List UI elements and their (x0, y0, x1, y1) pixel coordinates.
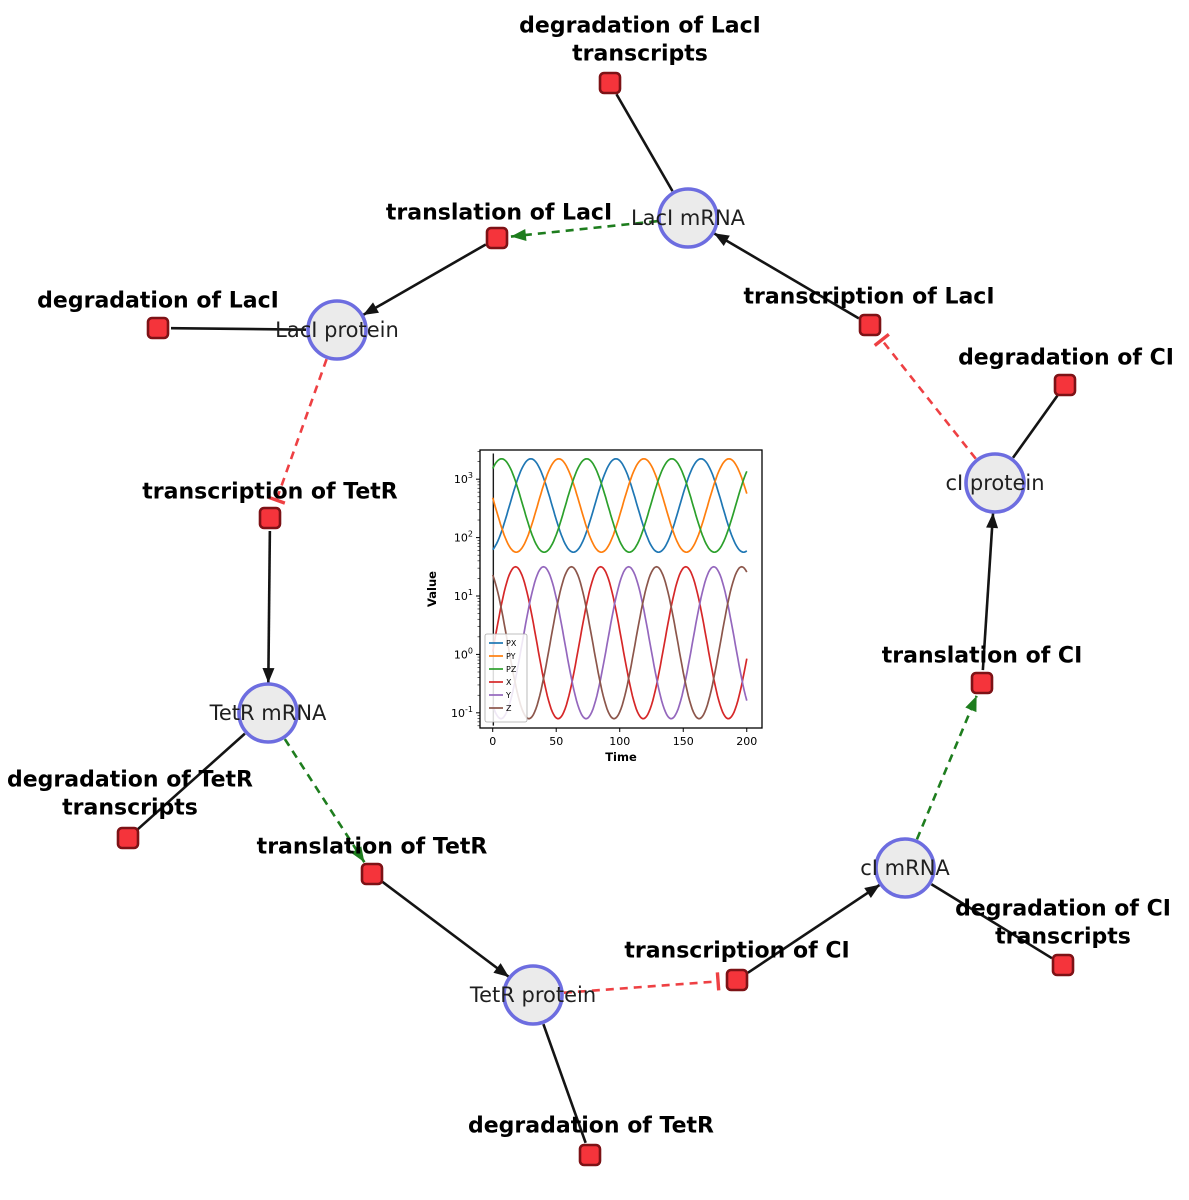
legend-label-PZ: PZ (506, 665, 517, 674)
chart-series-Y (491, 565, 748, 720)
edge-product-translation_tetr-to-tetr_protein (381, 880, 510, 979)
reaction-node-degradation_tetr (578, 1143, 602, 1167)
x-tick-label: 200 (736, 735, 757, 748)
reaction-node-degradation_laci_transcripts (598, 71, 622, 95)
legend-label-PY: PY (506, 652, 516, 661)
edge-inhibition-ci_protein-to-transcription_laci (880, 339, 977, 460)
chart-series-Z (491, 565, 748, 720)
edge-reactant-ci_mrna-to-degradation_ci_transcripts (930, 883, 1053, 960)
legend-label-PX: PX (506, 639, 517, 648)
nodes-layer (116, 71, 1077, 1167)
reaction-node-degradation_tetr_transcripts (116, 826, 140, 850)
legend-label-X: X (506, 678, 512, 687)
edge-reactant-laci_protein-to-degradation_laci (170, 326, 307, 331)
edge-reactant-tetr_mrna-to-degradation_tetr_transcripts (136, 732, 246, 831)
species-node-tetr_mrna (237, 682, 299, 744)
x-tick-label: 50 (549, 735, 563, 748)
edge-product-transcription_ci-to-ci_mrna (747, 883, 881, 974)
x-tick-label: 0 (489, 735, 496, 748)
reaction-node-degradation_ci (1053, 373, 1077, 397)
species-node-laci_mrna (657, 187, 719, 249)
edge-modifier-ci_mrna-to-translation_ci (915, 695, 978, 840)
chart-series-PX (492, 457, 748, 554)
legend-label-Y: Y (505, 691, 511, 700)
edge-product-transcription_laci-to-laci_mrna (713, 232, 860, 320)
edges-layer (136, 93, 1059, 1144)
y-axis-label: Value (425, 571, 439, 607)
reaction-node-transcription_ci (725, 968, 749, 992)
species-node-tetr_protein (502, 964, 564, 1026)
edge-reactant-ci_protein-to-degradation_ci (1011, 394, 1059, 459)
edge-product-transcription_tetr-to-tetr_mrna (262, 530, 275, 684)
edge-reactant-tetr_protein-to-degradation_tetr (542, 1023, 587, 1144)
inhibition-tbar-tetr_protein (715, 972, 721, 991)
edge-product-translation_laci-to-laci_protein (362, 243, 487, 317)
legend-label-Z: Z (506, 704, 512, 713)
inhibition-tbar-laci_protein (267, 495, 286, 505)
edge-product-translation_ci-to-ci_protein (981, 512, 999, 671)
reaction-node-translation_laci (485, 226, 509, 250)
x-tick-label: 100 (609, 735, 630, 748)
chart-series-PY (491, 457, 748, 554)
reaction-node-translation_ci (970, 671, 994, 695)
species-node-ci_mrna (874, 837, 936, 899)
edge-reactant-laci_mrna-to-degradation_laci_transcripts (615, 93, 674, 192)
reaction-node-degradation_ci_transcripts (1051, 953, 1075, 977)
reaction-node-transcription_tetr (258, 506, 282, 530)
reaction-node-transcription_laci (858, 313, 882, 337)
chart-series-PZ (491, 457, 748, 554)
inhibition-tbar-ci_protein (873, 332, 890, 347)
species-node-ci_protein (964, 452, 1026, 514)
edge-inhibition-tetr_protein-to-transcription_ci (563, 980, 719, 995)
x-tick-label: 150 (673, 735, 694, 748)
chart-series-X (491, 565, 748, 720)
reaction-node-degradation_laci (146, 316, 170, 340)
edge-modifier-tetr_mrna-to-translation_tetr (283, 738, 366, 863)
edge-modifier-laci_mrna-to-translation_laci (510, 219, 658, 241)
reaction-node-translation_tetr (360, 862, 384, 886)
x-axis-label: Time (605, 750, 637, 764)
edge-inhibition-laci_protein-to-transcription_tetr (275, 358, 328, 501)
species-node-laci_protein (306, 299, 368, 361)
